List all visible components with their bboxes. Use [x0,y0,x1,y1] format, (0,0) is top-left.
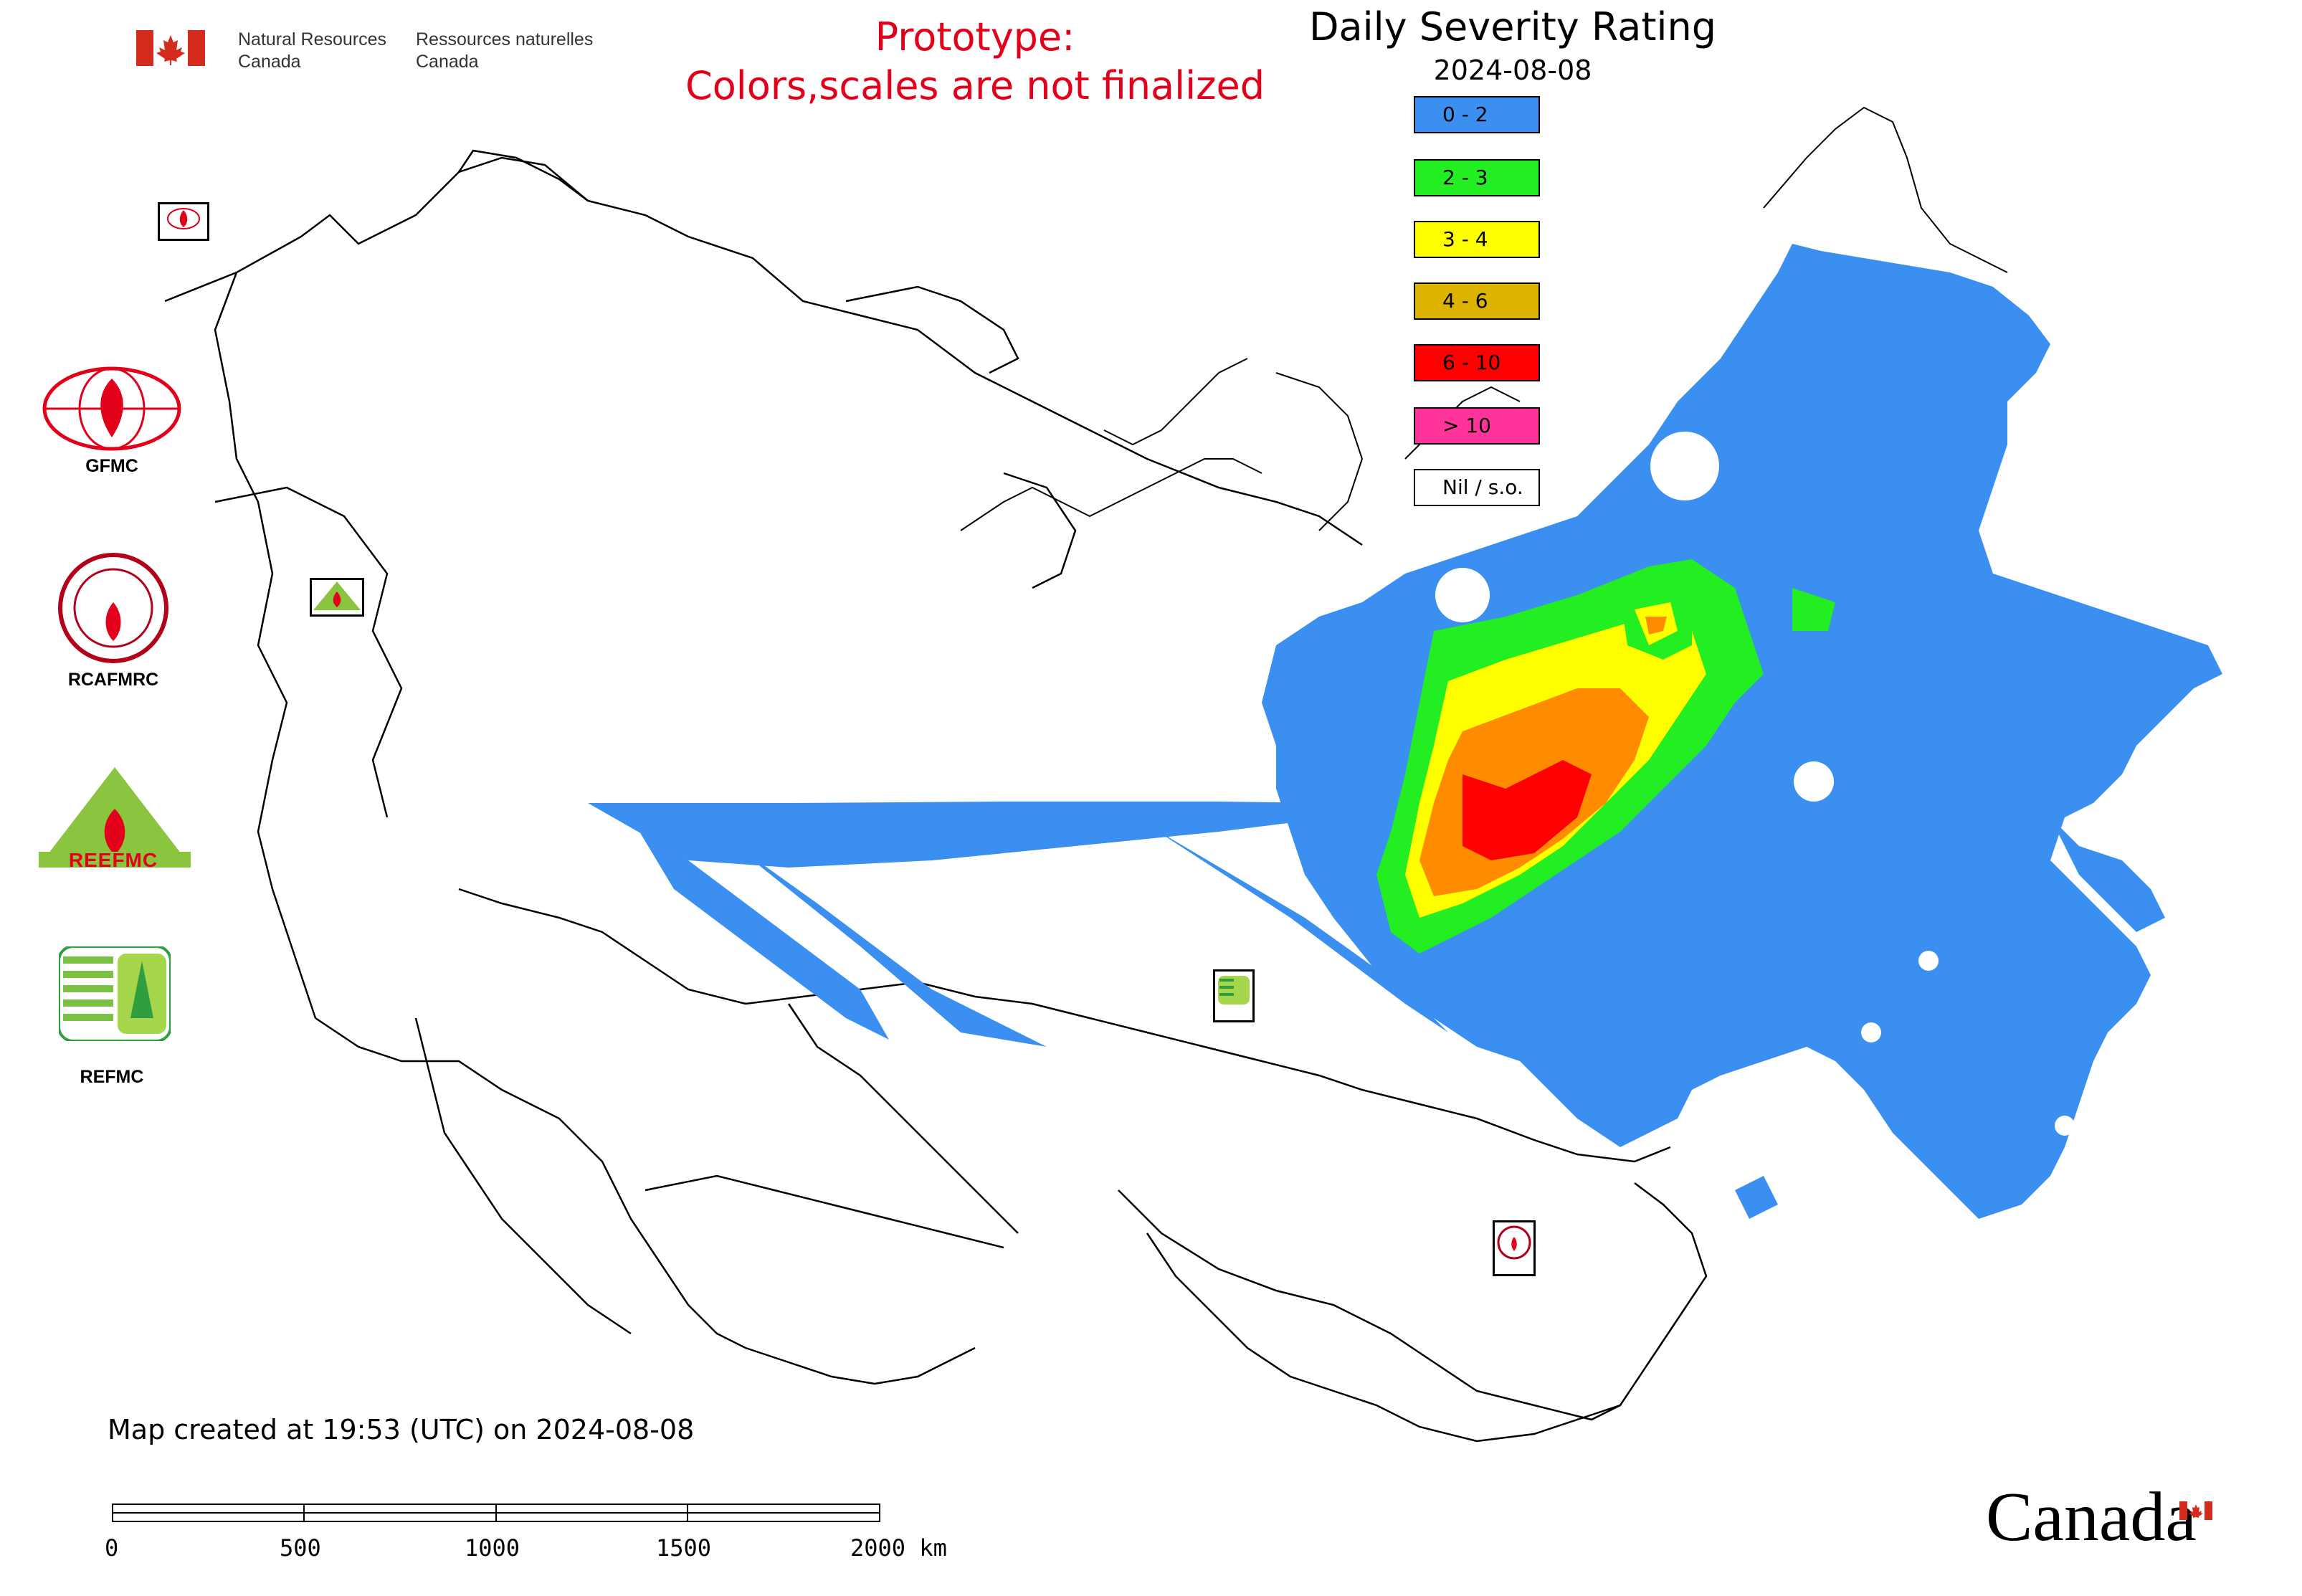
prototype-line1: Prototype: [875,14,1075,60]
nrcan-english-line1: Natural Resources [238,29,387,49]
prototype-notice: Prototype: Colors,scales are not finaliz… [617,13,1333,110]
scale-tick-2000km: 2000 km [850,1534,947,1562]
canada-flag-icon [136,30,205,66]
arctic-coastline [960,106,2008,531]
marker-refmc-icon [1218,976,1250,1004]
nrcan-french-line1: Ressources naturelles [416,29,594,49]
scale-tick-500: 500 [280,1534,321,1562]
legend-item-over-10: > 10 [1414,407,1540,445]
nrcan-english-line2: Canada [238,52,301,72]
scale-bar [112,1504,880,1522]
nrcan-french-line2: Canada [416,52,479,72]
gfmc-label: GFMC [85,456,138,476]
country-boundaries [164,149,1708,1443]
scale-tick-1000: 1000 [465,1534,520,1562]
map-date: 2024-08-08 [1433,54,1592,86]
marker-reefmc[interactable] [310,578,364,617]
prototype-line2: Colors,scales are not finalized [685,63,1265,108]
nrcan-english-name: Natural Resources Canada [238,29,386,73]
legend-item-0-2: 0 - 2 [1414,96,1540,133]
legend-item-4-6: 4 - 6 [1414,282,1540,320]
legend-item-2-3: 2 - 3 [1414,159,1540,196]
marker-refmc[interactable] [1213,969,1255,1022]
rcafmrc-label: RCAFMRC [67,670,159,690]
canada-wordmark: Canada [1986,1478,2197,1556]
scale-tick-0: 0 [105,1534,119,1562]
reefmc-logo-icon [39,767,191,868]
scale-tick-1500: 1500 [656,1534,712,1562]
map-created-timestamp: Map created at 19:53 (UTC) on 2024-08-08 [108,1414,695,1445]
marker-rcafmrc-icon [1497,1225,1531,1260]
marker-gfmc[interactable] [158,202,209,241]
wordmark-flag-icon [2179,1501,2212,1520]
legend-item-3-4: 3 - 4 [1414,221,1540,258]
rcafmrc-logo-icon [58,553,168,663]
marker-reefmc-icon [313,581,361,610]
gfmc-logo-icon [42,366,181,451]
marker-gfmc-icon [167,208,200,229]
nrcan-french-name: Ressources naturelles Canada [416,29,593,73]
refmc-label: REFMC [80,1067,144,1087]
reefmc-badge-text: REEFMC [68,849,158,871]
legend-item-nil: Nil / s.o. [1414,469,1540,506]
legend-item-6-10: 6 - 10 [1414,344,1540,381]
refmc-logo-icon [59,946,171,1041]
map-title: Daily Severity Rating [1308,4,1717,49]
dsr-raster-layer [588,244,2222,1219]
marker-rcafmrc[interactable] [1493,1220,1536,1276]
